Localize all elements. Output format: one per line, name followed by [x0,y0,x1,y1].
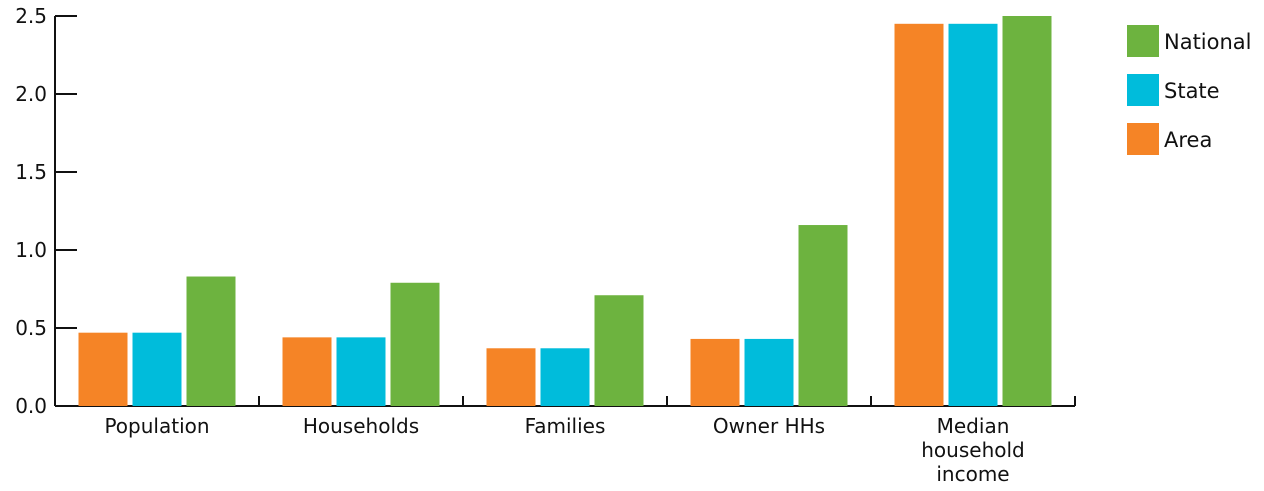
category-label: Households [303,414,419,438]
bar-area [690,338,740,406]
bar-area [78,332,128,406]
bar-area [486,348,536,406]
bar-national [798,225,848,406]
y-tick-label: 0.5 [15,316,47,340]
category-label-line: Median [937,414,1010,438]
bar-national [594,295,644,406]
bar-national [186,276,236,406]
category-label: Owner HHs [713,414,825,438]
bar-national [390,282,440,406]
category-label-line: Population [104,414,209,438]
legend-label-national: National [1164,30,1252,54]
legend-swatch-national [1127,25,1159,57]
y-tick-label: 2.0 [15,82,47,106]
legend-swatch-area [1127,123,1159,155]
y-tick-label: 1.5 [15,160,47,184]
legend-swatch-state [1127,74,1159,106]
category-labels: Population Households Families Owner HHs Med… [104,414,1024,486]
legend-label-area: Area [1164,128,1212,152]
category-label: Families [525,414,606,438]
legend: National State Area [1127,25,1252,155]
bar-national [1002,16,1052,406]
bar-state [132,332,182,406]
y-tick-label: 1.0 [15,238,47,262]
bar-state [540,348,590,406]
category-label-line: Families [525,414,606,438]
bar-area [282,337,332,406]
bar-state [336,337,386,406]
bar-state [948,23,998,407]
y-tick-label: 0.0 [15,394,47,418]
category-label: Population [104,414,209,438]
category-label-line: household [921,438,1024,462]
bar-area [894,23,944,407]
y-tick-label: 2.5 [15,4,47,28]
category-label-line: Households [303,414,419,438]
legend-label-state: State [1164,79,1220,103]
category-label-line: Owner HHs [713,414,825,438]
bar-state [744,338,794,406]
category-label-line: income [936,462,1009,486]
bars [78,16,1052,407]
category-label: Median household income [921,414,1024,486]
y-axis: 0.0 0.5 1.0 1.5 2.0 2.5 [15,4,77,418]
